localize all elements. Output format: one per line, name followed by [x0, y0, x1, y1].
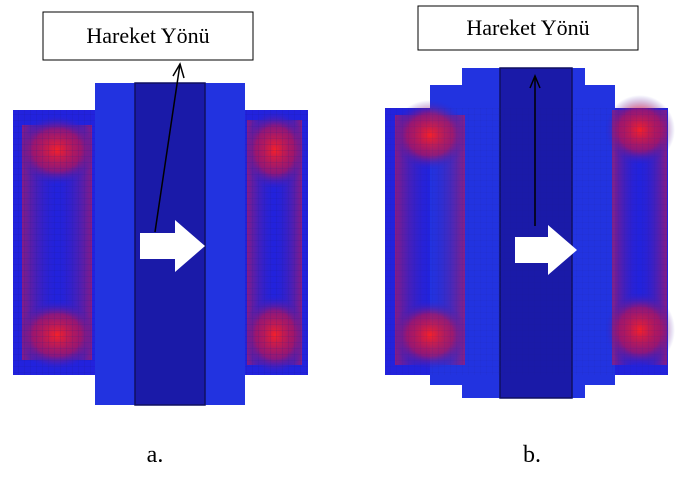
caption: a.	[147, 442, 164, 468]
annotation: Hareket Yönü	[86, 23, 209, 48]
mesh	[13, 110, 95, 375]
page: {"panels": [ {"annotation": "Hareket Yön…	[0, 0, 690, 498]
mesh	[245, 110, 308, 375]
panel-a: Hareket Yönü a.	[13, 12, 308, 468]
annotation: Hareket Yönü	[466, 15, 589, 40]
figure: Hareket Yönü a. Hareket Yönü b.	[0, 0, 690, 498]
caption: b.	[523, 442, 541, 468]
panel-b: Hareket Yönü b.	[385, 6, 675, 468]
